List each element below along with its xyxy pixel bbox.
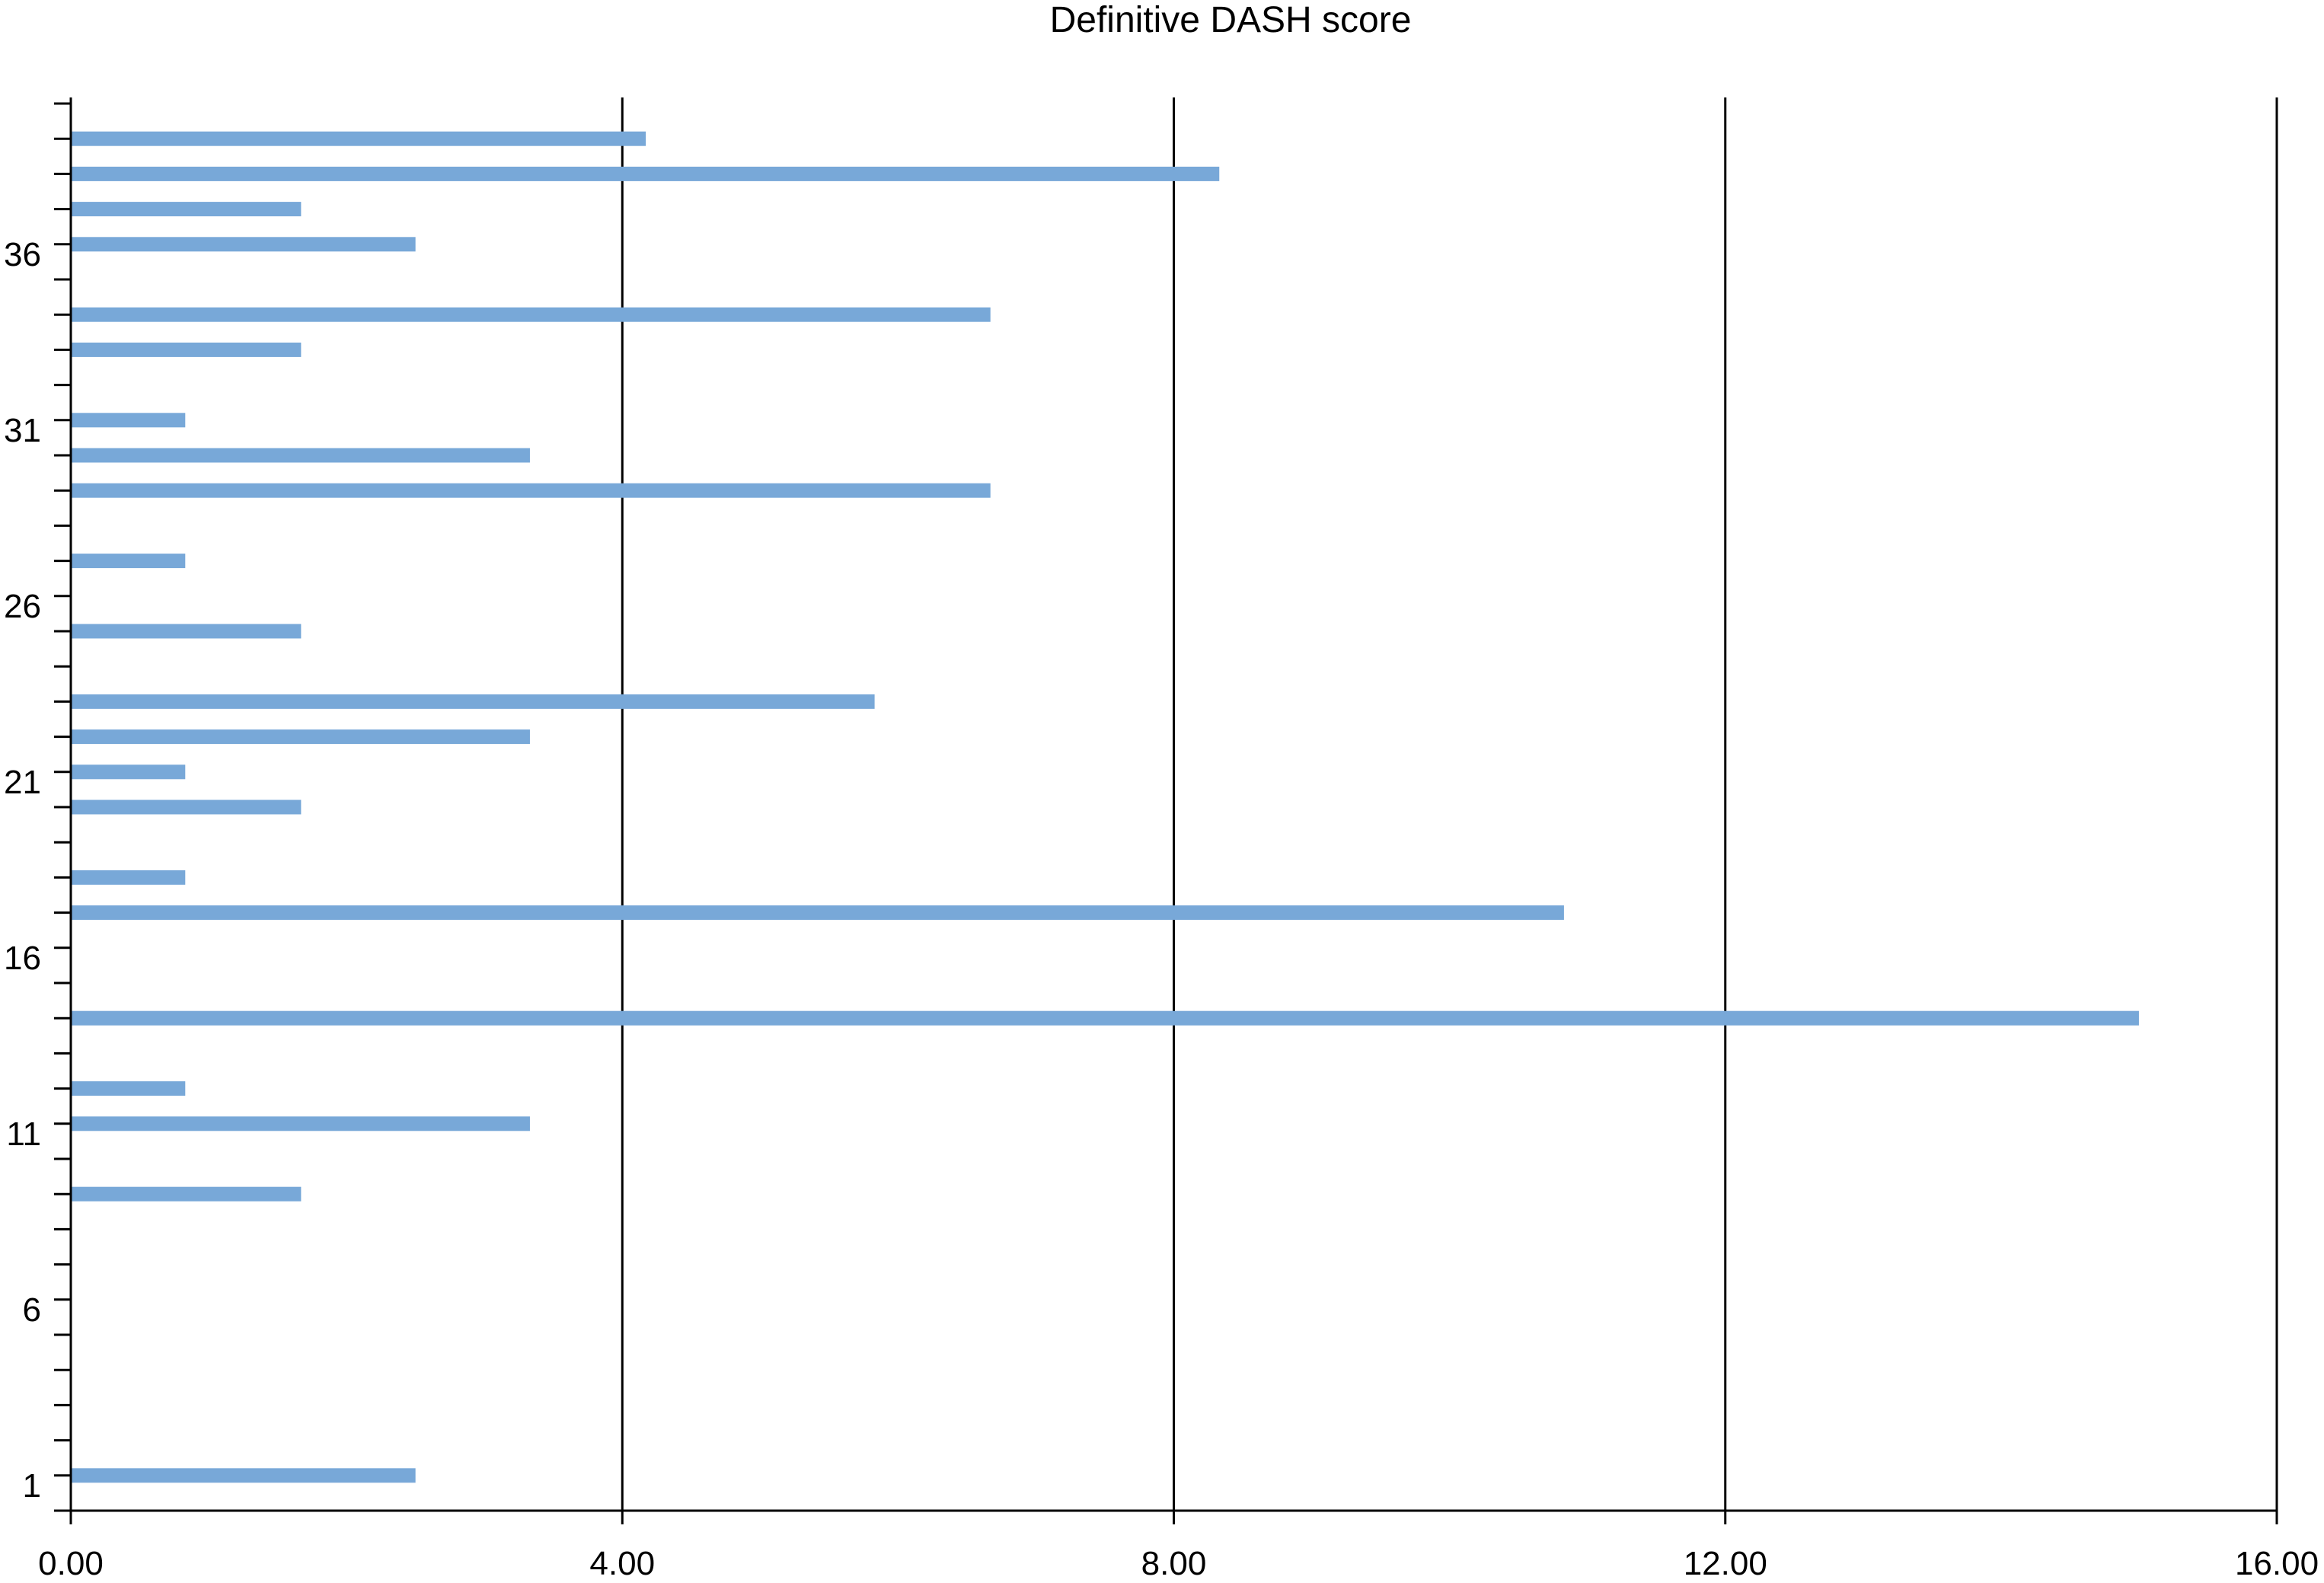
bar-15 <box>71 1010 2139 1026</box>
bar-32 <box>71 413 186 428</box>
grid <box>621 97 2278 1511</box>
bar-37 <box>71 237 416 252</box>
bar-22 <box>71 764 186 780</box>
bar-24 <box>71 694 875 709</box>
bar-23 <box>71 729 530 745</box>
y-tick-label-36: 36 <box>4 236 41 273</box>
bar-31 <box>71 448 530 463</box>
y-tick-label-6: 6 <box>23 1291 41 1329</box>
y-tick-label-21: 21 <box>4 764 41 801</box>
bar-34 <box>71 342 302 357</box>
y-tick-label-31: 31 <box>4 412 41 449</box>
bar-38 <box>71 202 302 217</box>
y-tick-label-16: 16 <box>4 940 41 977</box>
y-tick-label-26: 26 <box>4 588 41 625</box>
bar-40 <box>71 131 646 146</box>
bar-28 <box>71 554 186 569</box>
bar-10 <box>71 1186 302 1202</box>
bar-21 <box>71 799 302 815</box>
x-tick-label-4.00: 4.00 <box>589 1545 655 1582</box>
ticks <box>54 102 2278 1524</box>
x-tick-label-0.00: 0.00 <box>38 1545 104 1582</box>
y-tick-label-1: 1 <box>23 1467 41 1505</box>
bars <box>71 131 2139 1483</box>
bar-26 <box>71 624 302 639</box>
bar-18 <box>71 905 1564 921</box>
bar-19 <box>71 870 186 885</box>
x-tick-label-8.00: 8.00 <box>1141 1545 1207 1582</box>
bar-35 <box>71 307 991 322</box>
bar-2 <box>71 1468 416 1483</box>
x-tick-label-16.00: 16.00 <box>2235 1545 2319 1582</box>
bar-39 <box>71 166 1220 181</box>
x-tick-label-12.00: 12.00 <box>1684 1545 1767 1582</box>
bar-30 <box>71 483 991 498</box>
bar-12 <box>71 1116 530 1131</box>
bar-13 <box>71 1081 186 1096</box>
chart-title: Definitive DASH score <box>1050 0 1412 40</box>
y-tick-label-11: 11 <box>6 1115 41 1153</box>
